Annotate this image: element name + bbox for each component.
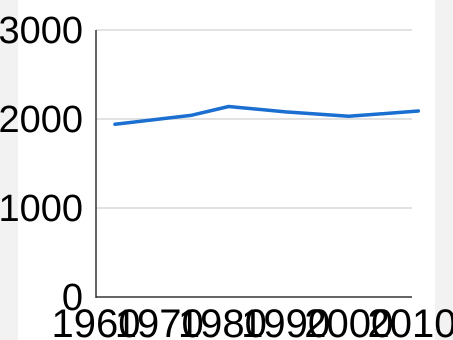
y-tick-label: 1000 xyxy=(0,188,83,230)
series-layer xyxy=(113,104,421,127)
x-tick-label: 1970 xyxy=(115,302,204,340)
x-tick-label: 1980 xyxy=(178,302,267,340)
x-tick-label: 1990 xyxy=(241,302,330,340)
x-tick-label: 1960 xyxy=(52,302,141,340)
chart-panel xyxy=(18,0,435,340)
grid-lines xyxy=(96,29,412,209)
y-tick-label: 3000 xyxy=(0,10,83,52)
series-line-0 xyxy=(113,104,421,127)
y-tick-label: 0 xyxy=(62,277,83,319)
y-tick-labels: 0 1000 2000 3000 xyxy=(0,10,83,319)
x-tick-label: 2000 xyxy=(304,302,393,340)
y-tick-label: 2000 xyxy=(0,99,83,141)
x-tick-label: 2010 xyxy=(368,302,453,340)
